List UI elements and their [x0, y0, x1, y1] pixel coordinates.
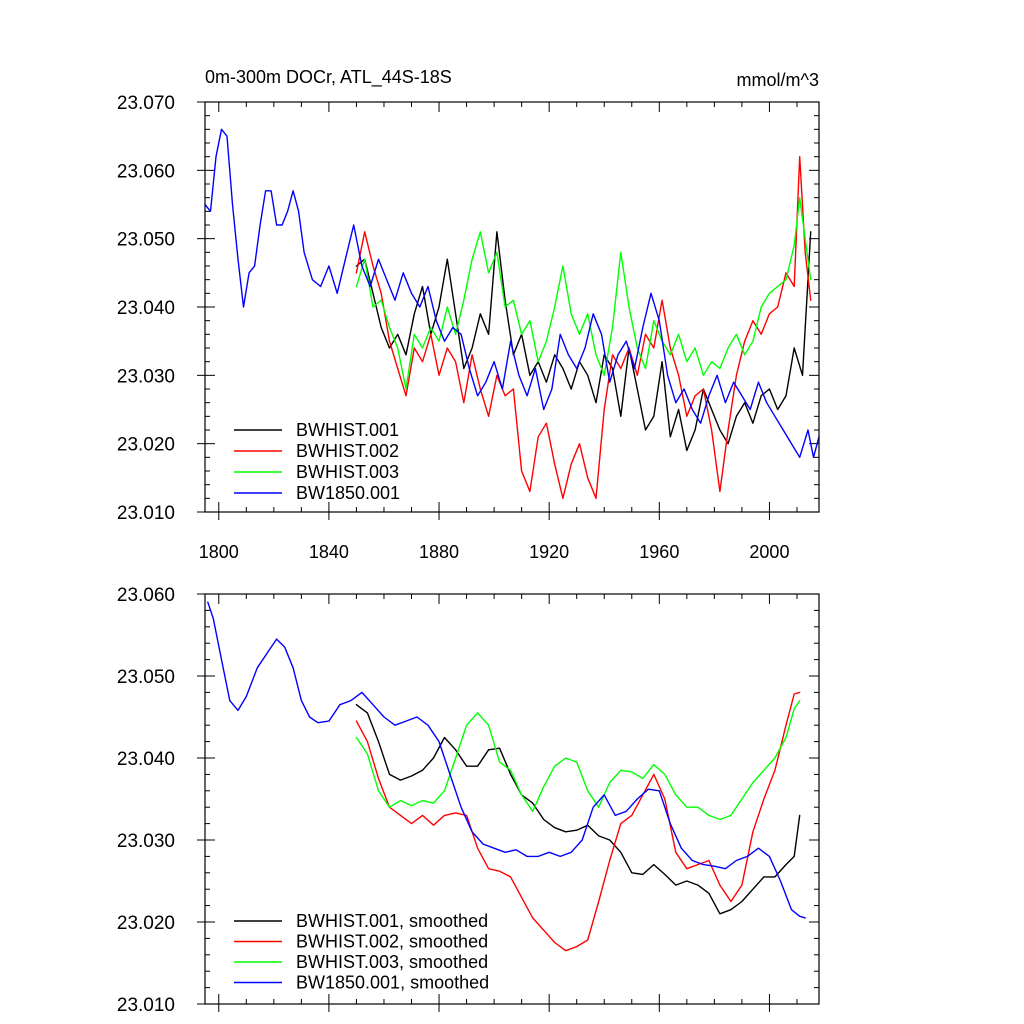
x-tick-label: 1880 — [419, 542, 459, 562]
x-tick-label: 2000 — [749, 542, 789, 562]
series-line-bwhist-003-smoothed — [355, 699, 801, 821]
series-line-bw1850-001 — [204, 128, 820, 458]
y-tick-label: 23.030 — [117, 366, 175, 387]
top-ticks: 1800 1840 1880 1920 1960 2000 23.010 23.020 23.0… — [117, 93, 819, 562]
legend-label: BW1850.001, smoothed — [296, 973, 489, 993]
y-tick-label: 23.070 — [117, 93, 175, 114]
y-tick-label: 23.050 — [117, 230, 175, 251]
legend-label: BWHIST.003, smoothed — [296, 952, 488, 972]
legend-label: BWHIST.001, smoothed — [296, 911, 488, 931]
series-line-bw1850-001-smoothed — [207, 601, 806, 919]
series-line-bwhist-002-smoothed — [355, 691, 801, 952]
bottom-plot-frame — [204, 593, 820, 1005]
y-tick-label: 23.060 — [117, 161, 175, 182]
legend-label: BWHIST.003 — [296, 462, 399, 482]
x-tick-label: 1920 — [529, 542, 569, 562]
y-tick-label: 23.040 — [117, 298, 175, 319]
x-tick-label: 1960 — [639, 542, 679, 562]
y-tick-label: 23.010 — [117, 503, 175, 524]
y-tick-label: 23.030 — [117, 831, 175, 852]
chart-title: 0m-300m DOCr, ATL_44S-18S — [205, 67, 452, 88]
x-tick-label: 1800 — [199, 542, 239, 562]
series-line-bwhist-002 — [355, 156, 812, 499]
y-tick-label: 23.020 — [117, 435, 175, 456]
y-tick-label: 23.040 — [117, 749, 175, 770]
x-tick-label: 1840 — [309, 542, 349, 562]
legend-label: BW1850.001 — [296, 483, 400, 503]
legend-label: BWHIST.002 — [296, 441, 399, 461]
bottom-ticks: 23.010 23.020 23.030 23.040 23.050 23.060 — [117, 585, 819, 1016]
legend-label: BWHIST.001 — [296, 420, 399, 440]
y-tick-label: 23.060 — [117, 585, 175, 606]
y-tick-label: 23.010 — [117, 995, 175, 1016]
bottom-series-group — [207, 601, 806, 952]
top-plot-frame — [204, 101, 820, 513]
y-tick-label: 23.020 — [117, 913, 175, 934]
units-label: mmol/m^3 — [737, 70, 819, 90]
bottom-panel: 23.010 23.020 23.030 23.040 23.050 23.060 BWH… — [117, 585, 820, 1016]
y-tick-label: 23.050 — [117, 667, 175, 688]
series-line-bwhist-003 — [355, 197, 812, 390]
top-panel: 0m-300m DOCr, ATL_44S-18S mmol/m^3 1800 1… — [117, 67, 820, 562]
series-line-bwhist-001-smoothed — [355, 704, 801, 915]
legend-label: BWHIST.002, smoothed — [296, 932, 488, 952]
top-series-group — [204, 128, 820, 499]
